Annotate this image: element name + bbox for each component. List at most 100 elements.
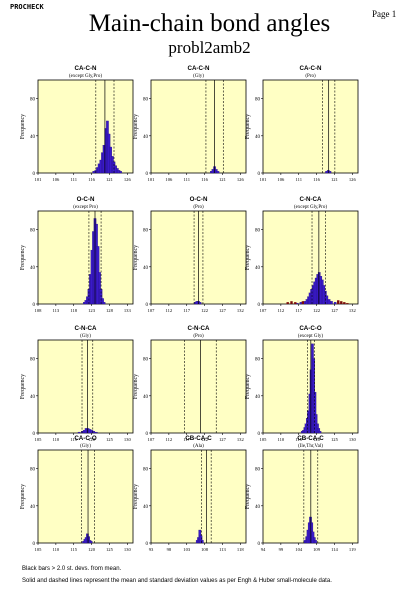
- y-axis-label: Frequency: [20, 484, 26, 509]
- x-tick-label: 117: [183, 308, 190, 313]
- y-tick-label: 80: [255, 468, 261, 473]
- y-tick-label: 40: [255, 266, 261, 271]
- x-tick-label: 98: [167, 547, 172, 552]
- x-tick-label: 93: [149, 547, 154, 552]
- x-tick-label: 107: [260, 308, 268, 313]
- page-subtitle: probl2amb2: [168, 38, 251, 57]
- y-axis-label: Frequency: [245, 484, 251, 509]
- outlier-bar: [340, 301, 343, 304]
- chart-subtitle: (Gly): [80, 444, 91, 449]
- y-tick-label: 40: [143, 505, 149, 510]
- x-tick-label: 118: [70, 308, 77, 313]
- x-tick-label: 119: [349, 547, 356, 552]
- x-tick-label: 123: [88, 308, 96, 313]
- y-axis-label: Frequency: [20, 245, 26, 270]
- program-name: PROCHECK: [10, 3, 44, 11]
- histogram-bar: [77, 431, 81, 434]
- x-tick-label: 127: [331, 308, 339, 313]
- x-tick-label: 114: [331, 547, 338, 552]
- plot-area: [37, 210, 134, 305]
- footnote-outliers: Black bars > 2.0 st. devs. from mean.: [22, 566, 122, 572]
- y-axis-label: Frequency: [245, 114, 251, 139]
- histogram-bar: [327, 299, 331, 305]
- y-tick-label: 0: [33, 172, 36, 177]
- y-tick-label: 0: [146, 303, 149, 308]
- x-tick-label: 116: [88, 177, 95, 182]
- x-tick-label: 132: [237, 308, 245, 313]
- x-tick-label: 125: [106, 437, 114, 442]
- x-tick-label: 111: [70, 177, 77, 182]
- x-tick-label: 107: [148, 308, 156, 313]
- histogram-panel: CB-CA-C (Ile,Thr,Val) 0 40 80 Frequency 94 99 10…: [245, 435, 359, 552]
- histogram-panel: CA-C-N (Pro) 0 40 80 Frequency 101 106 111 116 121…: [245, 65, 359, 182]
- histogram-panel: C-N-CA (except Gly,Pro) 0 40 80 Frequency 107 1…: [245, 196, 359, 313]
- x-tick-label: 132: [349, 308, 357, 313]
- y-tick-label: 80: [143, 468, 149, 473]
- x-tick-label: 120: [313, 437, 321, 442]
- y-tick-label: 40: [30, 266, 36, 271]
- y-tick-label: 0: [258, 432, 261, 437]
- histogram-panel: CA-C-O (Gly) 0 40 80 Frequency 105 110 115 120 125…: [20, 435, 134, 552]
- x-tick-label: 99: [279, 547, 284, 552]
- outlier-bar: [337, 300, 340, 304]
- x-tick-label: 107: [148, 437, 156, 442]
- outlier-bar: [294, 302, 297, 304]
- y-axis-label: Frequency: [20, 374, 26, 399]
- chart-subtitle: (Pro): [193, 205, 204, 210]
- x-tick-label: 113: [52, 308, 59, 313]
- histogram-bar: [330, 301, 333, 305]
- x-tick-label: 111: [295, 177, 302, 182]
- y-tick-label: 40: [255, 135, 261, 140]
- x-tick-label: 104: [295, 547, 303, 552]
- x-tick-label: 110: [52, 437, 59, 442]
- x-tick-label: 106: [52, 177, 60, 182]
- chart-subtitle: (except Pro): [73, 205, 98, 210]
- outlier-bar: [346, 303, 349, 304]
- plot-area: [262, 79, 359, 174]
- chart-subtitle: (Gly): [80, 334, 91, 339]
- y-tick-label: 80: [255, 98, 261, 103]
- x-tick-label: 108: [201, 547, 209, 552]
- y-tick-label: 40: [30, 505, 36, 510]
- y-tick-label: 0: [33, 432, 36, 437]
- x-tick-label: 115: [70, 547, 77, 552]
- histogram-bar: [198, 302, 202, 305]
- plot-area: [37, 449, 134, 544]
- chart-title: CA-C-O: [299, 325, 322, 332]
- histogram-bar: [101, 298, 104, 305]
- x-tick-label: 120: [88, 547, 96, 552]
- chart-title: CA-C-O: [74, 435, 97, 442]
- plot-area: [262, 210, 359, 305]
- plot-area: [37, 339, 134, 434]
- y-tick-label: 0: [33, 542, 36, 547]
- y-axis-label: Frequency: [133, 374, 139, 399]
- x-tick-label: 101: [260, 177, 268, 182]
- y-axis-label: Frequency: [133, 245, 139, 270]
- x-tick-label: 126: [237, 177, 245, 182]
- y-axis-label: Frequency: [20, 114, 26, 139]
- outlier-bar: [286, 302, 289, 304]
- x-tick-label: 94: [261, 547, 266, 552]
- histogram-panel: CA-C-N (Gly) 0 40 80 Frequency 101 106 111 116 121…: [133, 65, 247, 182]
- chart-subtitle: (Gly): [193, 74, 204, 79]
- plot-area: [150, 449, 247, 544]
- y-tick-label: 0: [258, 542, 261, 547]
- x-tick-label: 127: [219, 308, 227, 313]
- histogram-panel: O-C-N (Pro) 0 40 80 Frequency 107 112 117 122 127 1…: [133, 196, 247, 313]
- y-tick-label: 40: [30, 135, 36, 140]
- x-tick-label: 110: [277, 437, 284, 442]
- x-tick-label: 122: [201, 437, 209, 442]
- x-tick-label: 118: [237, 547, 244, 552]
- y-tick-label: 40: [30, 395, 36, 400]
- x-tick-label: 106: [277, 177, 285, 182]
- x-tick-label: 115: [295, 437, 302, 442]
- plot-area: [150, 79, 247, 174]
- chart-subtitle: (except Gly,Pro): [69, 74, 102, 79]
- chart-subtitle: (except Gly,Pro): [294, 205, 327, 210]
- plot-area: [37, 79, 134, 174]
- x-tick-label: 133: [124, 308, 132, 313]
- histogram-bar: [314, 540, 317, 544]
- x-tick-label: 125: [106, 547, 114, 552]
- x-tick-label: 109: [313, 547, 321, 552]
